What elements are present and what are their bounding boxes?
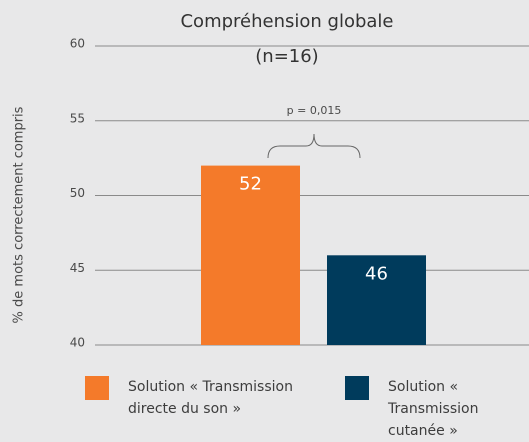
bar <box>201 165 300 345</box>
legend-item: Solution « Transmission directe du son » <box>85 376 325 420</box>
legend-item: Solution « Transmission cutanée » <box>345 376 525 442</box>
y-tick-label: 45 <box>70 261 85 275</box>
bar <box>327 255 426 345</box>
chart-subtitle: (n=16) <box>255 46 318 67</box>
legend-label: Solution « Transmission cutanée » <box>388 379 479 439</box>
annotation: p = 0,015 <box>287 104 342 117</box>
legend-label: Solution « Transmission directe du son » <box>128 379 293 417</box>
chart-title: Compréhension globale <box>180 11 393 32</box>
y-tick-label: 40 <box>70 336 85 350</box>
y-tick-label: 50 <box>70 186 85 200</box>
y-tick-label: 60 <box>70 37 85 51</box>
y-tick-label: 55 <box>70 111 85 125</box>
significance-bracket <box>267 133 361 159</box>
y-axis-label: % de mots correctement compris <box>12 106 27 323</box>
legend-swatch <box>345 376 369 400</box>
data-label: 46 <box>365 263 388 284</box>
legend-swatch <box>85 376 109 400</box>
data-label: 52 <box>239 174 262 195</box>
